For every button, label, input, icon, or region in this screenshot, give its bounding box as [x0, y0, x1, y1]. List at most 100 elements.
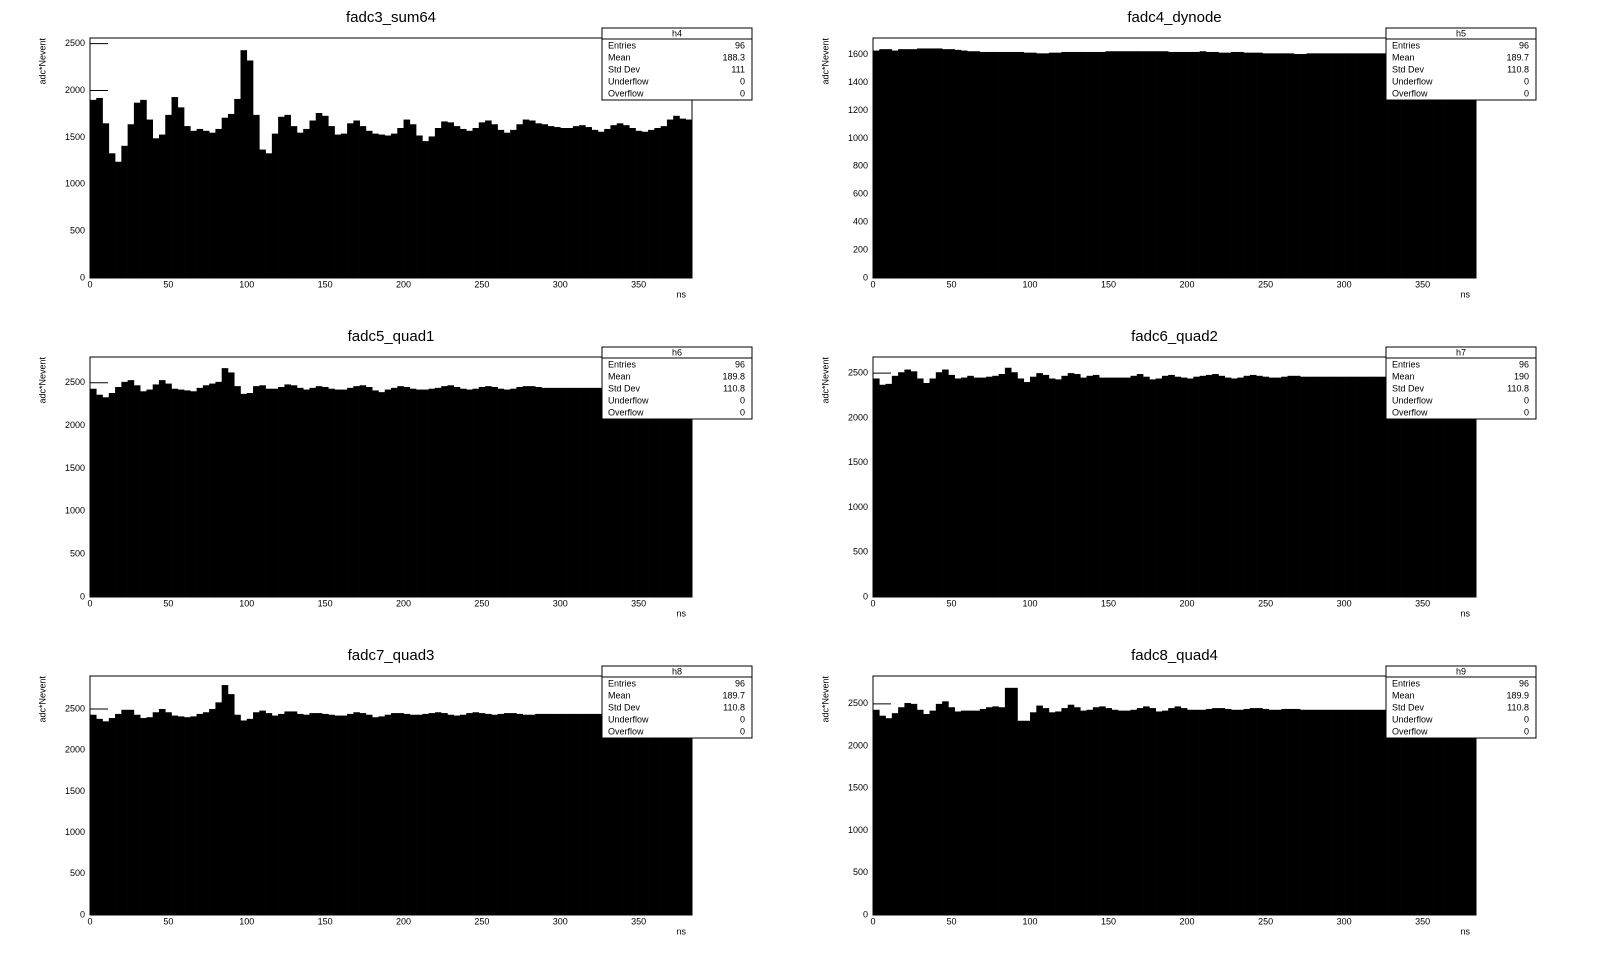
histogram-bar: [1231, 51, 1238, 278]
histogram-bar: [1312, 53, 1320, 278]
stats-label: Mean: [608, 52, 631, 62]
histogram-bar: [1469, 709, 1477, 915]
histogram-bar: [96, 394, 103, 597]
histogram-bar: [127, 124, 135, 278]
histogram-bar: [177, 107, 185, 278]
stats-label: Underflow: [608, 76, 649, 86]
histogram-bar: [1275, 709, 1282, 915]
histogram-bar: [873, 378, 880, 597]
histogram-bar: [96, 98, 103, 278]
histogram-bar: [610, 713, 618, 915]
histogram-bar: [948, 49, 955, 278]
chart-panel: 0 500 1000 1500 2000 2500 0 50 100 150 200 250 300 35…: [820, 647, 1537, 936]
histogram-bar: [184, 717, 191, 915]
histogram-bar: [535, 713, 542, 915]
histogram-bar: [328, 388, 335, 597]
histogram-bar: [660, 126, 668, 278]
histogram-bar: [1243, 375, 1251, 597]
stats-value: 111: [731, 64, 745, 74]
histogram-bar: [648, 713, 655, 915]
histogram-bar: [510, 713, 517, 915]
histogram-bar: [102, 123, 110, 278]
histogram-bar: [1161, 51, 1169, 278]
histogram-bar: [1174, 706, 1182, 915]
histogram-bar: [1350, 53, 1357, 278]
histogram-bar: [1218, 375, 1226, 597]
histogram-bar: [1318, 376, 1326, 597]
histogram-bar: [434, 387, 442, 597]
histogram-bar: [322, 713, 329, 915]
x-tick-label: 300: [1337, 279, 1352, 289]
histogram-bar: [158, 134, 166, 278]
histogram-bar: [296, 387, 304, 597]
histogram-bar: [315, 713, 323, 915]
plot-frame: [872, 356, 1477, 598]
histogram-bar: [246, 60, 254, 278]
histogram-bar: [447, 385, 455, 597]
x-tick-label: 200: [396, 598, 411, 608]
histogram-bar: [328, 714, 335, 915]
histogram-bar: [942, 369, 949, 597]
histogram-bar: [303, 714, 310, 915]
y-tick-label: 800: [853, 161, 868, 171]
histogram-bar: [347, 713, 354, 915]
histogram-bar: [209, 132, 216, 278]
histogram-bar: [1350, 376, 1357, 597]
histogram-bar: [679, 387, 687, 597]
x-tick-label: 250: [1258, 279, 1273, 289]
histogram-bar: [416, 135, 423, 278]
histogram-bar: [391, 387, 398, 597]
histogram-bar: [372, 717, 379, 915]
histogram-bar: [1256, 708, 1263, 915]
stats-label: Mean: [1392, 371, 1415, 381]
histogram-bar: [466, 713, 473, 915]
histogram-bar: [234, 386, 241, 597]
histogram-bar: [1205, 51, 1213, 278]
histogram-bar: [904, 49, 911, 278]
histogram-bar: [108, 393, 116, 597]
histogram-bar: [942, 701, 949, 915]
stats-value: 0: [1524, 726, 1529, 736]
histogram-bar: [1180, 708, 1188, 915]
histogram-bar: [986, 51, 993, 278]
histogram-bar: [597, 713, 605, 915]
y-tick-label: 1600: [848, 49, 868, 59]
histogram-bar: [397, 713, 404, 915]
histogram-bar: [960, 50, 968, 279]
histogram-bar: [290, 126, 298, 278]
histogram-bar: [585, 127, 592, 278]
x-axis-label: ns: [1460, 608, 1470, 618]
stats-label: Entries: [608, 359, 637, 369]
stats-label: Mean: [1392, 690, 1415, 700]
histogram-bar: [478, 387, 486, 597]
histogram-bar: [359, 126, 367, 278]
histogram-bar: [259, 385, 266, 597]
histogram-bar: [516, 124, 523, 278]
x-tick-label: 300: [1337, 916, 1352, 926]
stats-value: 110.8: [723, 702, 745, 712]
histogram-bar: [604, 713, 611, 915]
histogram-bar: [554, 387, 561, 597]
stats-value: 0: [740, 395, 745, 405]
stats-title: h6: [672, 347, 682, 357]
histogram-bar: [296, 713, 304, 915]
histogram-bar: [434, 128, 442, 278]
histogram-bar: [1061, 708, 1069, 915]
histogram-bar: [1356, 376, 1364, 597]
histogram-bar: [685, 119, 693, 278]
x-tick-label: 250: [1258, 598, 1273, 608]
histogram-bar: [1149, 51, 1156, 278]
plot-frame: [89, 356, 693, 598]
y-tick-label: 1000: [848, 133, 868, 143]
histogram-bar: [322, 115, 329, 278]
histogram-bar: [1413, 709, 1420, 915]
histogram-bar: [265, 388, 273, 597]
histogram-bar: [265, 713, 273, 915]
chart-title: fadc8_quad4: [1131, 647, 1218, 664]
x-tick-label: 100: [239, 279, 254, 289]
histogram-bar: [459, 714, 467, 915]
histogram-bar: [334, 715, 342, 915]
histogram-bar: [428, 388, 436, 597]
histogram-bar: [1136, 374, 1144, 597]
x-tick-label: 150: [318, 279, 333, 289]
